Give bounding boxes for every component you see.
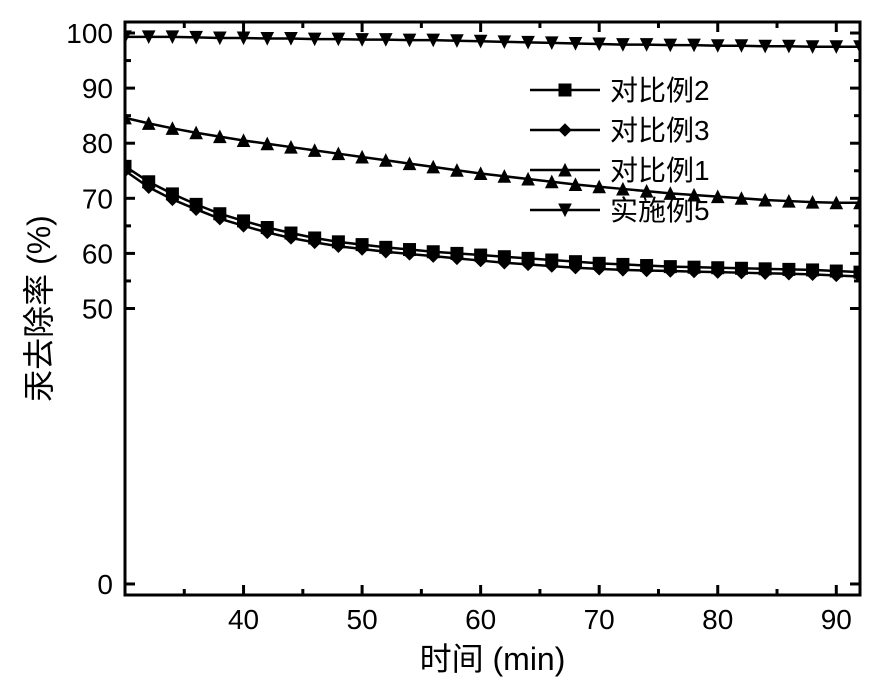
x-tick-label: 60 (465, 604, 496, 635)
y-tick-label: 50 (82, 294, 113, 325)
legend-label: 对比例3 (610, 115, 710, 146)
x-tick-label: 90 (821, 604, 852, 635)
y-axis-label: 汞去除率 (%) (21, 215, 57, 402)
x-tick-label: 40 (228, 604, 259, 635)
y-tick-label: 70 (82, 183, 113, 214)
y-tick-label: 90 (82, 73, 113, 104)
y-tick-label: 100 (66, 18, 113, 49)
chart-container: 40 50 60 70 80 90 0 50 60 70 80 90 100 时间 (min) 汞去除率 (… (0, 0, 890, 687)
legend-label: 对比例2 (610, 75, 710, 106)
x-tick-label: 50 (347, 604, 378, 635)
legend-label: 对比例1 (610, 155, 710, 186)
x-tick-label: 70 (584, 604, 615, 635)
y-tick-label: 0 (97, 569, 113, 600)
x-axis-label: 时间 (min) (420, 641, 566, 677)
marker-square (559, 84, 571, 96)
legend-label: 实施例5 (610, 195, 710, 226)
y-tick-label: 60 (82, 238, 113, 269)
line-chart: 40 50 60 70 80 90 0 50 60 70 80 90 100 时间 (min) 汞去除率 (… (0, 0, 890, 687)
y-tick-label: 80 (82, 128, 113, 159)
x-tick-label: 80 (702, 604, 733, 635)
